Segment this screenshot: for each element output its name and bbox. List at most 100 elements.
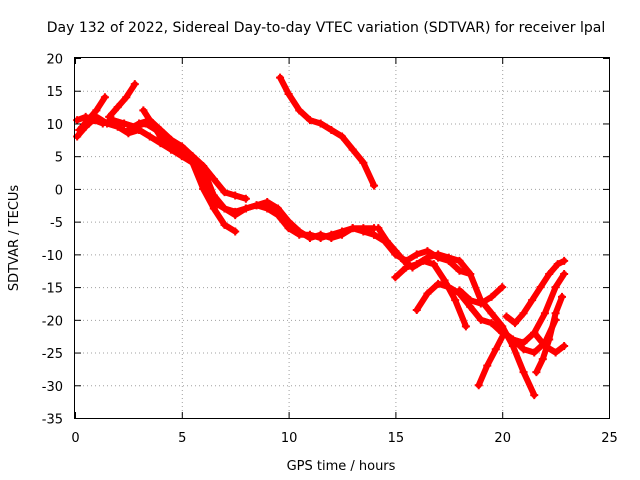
series-line-edge xyxy=(143,107,249,199)
plot-frame xyxy=(74,57,610,419)
tick-labels: 0 5 10 15 20 25 -35 -30 -25 -20 -15 -10 -5 0 5 10 15 20 xyxy=(42,53,618,447)
data-point xyxy=(451,296,460,305)
series-line xyxy=(74,113,377,241)
chart-title: Day 132 of 2022, Sidereal Day-to-day VTE… xyxy=(47,20,605,36)
data-point xyxy=(113,103,122,112)
data-point xyxy=(220,188,229,197)
data-point xyxy=(545,270,554,278)
data-point xyxy=(466,296,475,305)
data-point xyxy=(374,224,383,233)
data-point xyxy=(444,253,453,262)
data-point xyxy=(530,328,539,337)
y-tick-label: 5 xyxy=(55,151,63,166)
data-point xyxy=(359,224,368,233)
data-point xyxy=(530,348,539,357)
data-point xyxy=(483,361,492,370)
data-point xyxy=(199,162,208,170)
data-point xyxy=(455,266,464,275)
data-point xyxy=(156,132,165,141)
data-point xyxy=(474,381,483,390)
data-point xyxy=(209,191,218,200)
series-line-edge xyxy=(534,330,567,352)
data-point xyxy=(220,220,229,229)
data-point xyxy=(284,217,293,226)
data-point xyxy=(284,90,293,98)
data-point xyxy=(145,132,154,141)
y-tick-label: 10 xyxy=(46,118,63,133)
series-line-edge xyxy=(280,75,377,186)
data-point xyxy=(429,260,438,269)
series-arc-16 xyxy=(530,328,569,357)
data-point xyxy=(370,181,379,190)
series-line-edge xyxy=(460,284,505,303)
data-point xyxy=(560,342,569,350)
series-arc-5 xyxy=(124,116,379,242)
data-point xyxy=(103,119,112,128)
series-arc-14 xyxy=(502,256,569,328)
data-point xyxy=(135,119,144,128)
y-tick-label: -10 xyxy=(42,249,63,264)
y-tick-label: -30 xyxy=(42,380,63,395)
data-point xyxy=(177,148,186,157)
series-line-edge xyxy=(479,271,567,385)
data-point xyxy=(553,260,562,269)
data-point xyxy=(487,309,496,318)
x-tick-label: 20 xyxy=(494,431,511,446)
data-point xyxy=(461,322,470,331)
series-line-edge xyxy=(79,94,108,130)
data-point xyxy=(560,270,569,278)
data-point xyxy=(540,309,549,318)
y-tick-label: 15 xyxy=(46,85,63,100)
data-point xyxy=(560,256,569,265)
data-point xyxy=(538,355,547,364)
data-point xyxy=(532,368,541,377)
data-point xyxy=(558,292,567,301)
data-point xyxy=(540,342,549,350)
data-point xyxy=(423,289,432,298)
data-point xyxy=(338,230,346,239)
data-point xyxy=(124,126,133,134)
grid xyxy=(75,58,609,418)
series-arc-3 xyxy=(75,93,109,134)
data-point xyxy=(551,348,560,357)
data-point xyxy=(348,145,357,154)
data-point xyxy=(434,279,443,288)
data-point xyxy=(511,319,520,328)
data-point xyxy=(75,126,84,134)
x-tick-label: 0 xyxy=(71,431,79,446)
y-tick-label: 20 xyxy=(46,53,63,68)
data-point xyxy=(327,234,336,242)
data-point xyxy=(327,126,336,134)
data-point xyxy=(476,299,485,308)
x-tick-label: 25 xyxy=(601,431,618,446)
x-tick-label: 5 xyxy=(178,431,186,446)
data-point xyxy=(466,270,475,278)
data-point xyxy=(487,319,496,328)
y-tick-label: -35 xyxy=(42,413,63,428)
data-point xyxy=(412,260,421,269)
data-point xyxy=(295,106,304,115)
data-point xyxy=(528,296,537,305)
data-point xyxy=(551,283,560,292)
series-line xyxy=(74,113,239,235)
data-point xyxy=(188,152,197,161)
data-point xyxy=(338,132,346,141)
series-arc-8 xyxy=(370,230,539,400)
data-point xyxy=(519,309,528,318)
data-point xyxy=(382,237,391,246)
data-point xyxy=(519,338,528,347)
data-point xyxy=(167,135,176,144)
data-point xyxy=(455,256,464,265)
data-point xyxy=(399,256,408,265)
series-arc-4 xyxy=(105,80,139,121)
data-point xyxy=(491,345,500,354)
data-point xyxy=(105,112,114,121)
data-point xyxy=(487,292,496,301)
data-point xyxy=(241,194,250,203)
data-point xyxy=(139,106,148,115)
data-point xyxy=(231,207,240,216)
data-point xyxy=(120,119,129,128)
data-point xyxy=(402,263,411,272)
data-point xyxy=(434,250,443,259)
